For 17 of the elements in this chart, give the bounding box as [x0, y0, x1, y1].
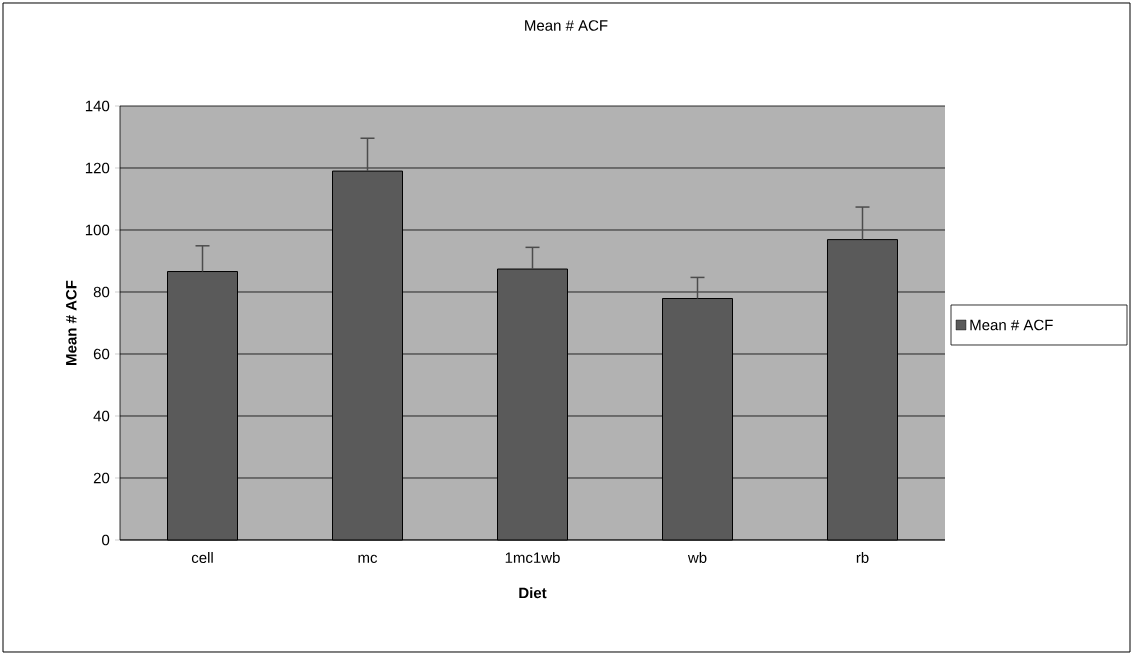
x-tick-label: rb [856, 552, 869, 564]
x-tick-label: wb [687, 552, 707, 564]
legend-label: Mean # ACF [970, 319, 1053, 331]
y-tick-label: 100 [85, 224, 110, 236]
y-tick-label: 60 [93, 348, 110, 360]
x-tick-label: cell [191, 552, 213, 564]
y-tick-label: 140 [85, 100, 110, 112]
x-tick-label: 1mc1wb [505, 552, 560, 564]
y-axis-title: Mean # ACF [65, 280, 77, 365]
y-tick-label: 0 [102, 534, 110, 546]
y-tick-label: 40 [93, 410, 110, 422]
x-tick-label: mc [358, 554, 378, 564]
y-tick-label: 120 [85, 162, 110, 174]
chart-title: Mean # ACF [525, 20, 608, 31]
y-tick-label: 80 [93, 286, 110, 298]
y-tick-label: 20 [93, 472, 110, 484]
x-axis-title: Diet [519, 587, 547, 599]
